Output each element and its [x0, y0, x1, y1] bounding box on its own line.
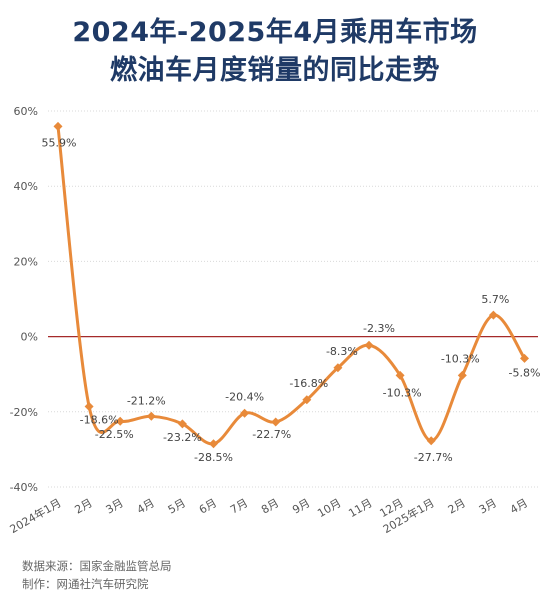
y-tick-label: 0%: [21, 331, 38, 344]
data-label: -10.3%: [441, 352, 480, 365]
x-tick-label: 11月: [346, 496, 374, 520]
chart-title-line1: 2024年-2025年4月乘用车市场: [72, 17, 478, 48]
y-tick-label: 60%: [14, 105, 38, 118]
data-source-note: 数据来源：国家金融监管总局: [22, 559, 172, 573]
data-point: [271, 417, 281, 427]
y-axis-ticks: 60% 40% 20% 0% -20% -40%: [10, 105, 38, 494]
data-label: -28.5%: [194, 451, 233, 464]
y-tick-label: 40%: [14, 180, 38, 193]
x-tick-label: 8月: [259, 496, 281, 516]
x-tick-label: 3月: [477, 496, 499, 516]
maker-note: 制作：网通社汽车研究院: [22, 577, 149, 591]
data-point: [240, 408, 250, 418]
data-point: [395, 370, 405, 380]
data-point: [520, 353, 529, 363]
gridlines: [48, 110, 538, 488]
series-markers: [53, 121, 529, 449]
data-label: -22.7%: [252, 428, 291, 441]
data-label: 55.9%: [42, 136, 77, 149]
chart-title-line2: 燃油车月度销量的同比走势: [110, 55, 440, 86]
data-label: -22.5%: [95, 428, 134, 441]
data-label: -21.2%: [127, 394, 166, 407]
data-label: -5.8%: [509, 366, 541, 379]
data-label: -18.6%: [80, 414, 119, 427]
data-label: -2.3%: [363, 322, 395, 335]
data-point: [177, 419, 187, 429]
data-point: [84, 402, 94, 412]
data-point: [364, 340, 374, 350]
x-tick-label: 2月: [446, 496, 468, 516]
x-tick-label: 4月: [508, 496, 530, 516]
data-label: -10.3%: [383, 386, 422, 399]
data-label: -27.7%: [414, 451, 453, 464]
data-label: 5.7%: [481, 293, 509, 306]
x-tick-label: 9月: [290, 496, 312, 516]
data-point: [488, 310, 498, 320]
x-tick-label: 2024年1月: [7, 495, 63, 536]
x-tick-label: 6月: [197, 496, 219, 516]
data-point: [209, 439, 218, 449]
data-labels: 55.9% -18.6%-22.5% -21.2% -23.2% -28.5% -20.4…: [42, 136, 541, 463]
data-label: -20.4%: [225, 390, 264, 403]
y-tick-label: -40%: [10, 481, 38, 494]
data-point: [333, 363, 343, 373]
x-tick-label: 4月: [135, 496, 157, 516]
data-point: [302, 395, 312, 405]
x-tick-label: 5月: [166, 496, 188, 516]
y-tick-label: 20%: [14, 255, 38, 268]
data-label: -8.3%: [326, 345, 358, 358]
x-tick-label: 10月: [315, 496, 343, 520]
data-label: -23.2%: [163, 431, 202, 444]
data-point: [457, 370, 467, 380]
y-tick-label: -20%: [10, 406, 38, 419]
x-tick-label: 7月: [228, 496, 250, 516]
data-label: -16.8%: [289, 377, 328, 390]
x-tick-label: 2月: [73, 496, 95, 516]
data-point: [53, 121, 63, 131]
x-tick-label: 3月: [104, 496, 126, 516]
data-point: [426, 436, 436, 446]
data-point: [115, 416, 125, 426]
data-point: [146, 411, 156, 421]
